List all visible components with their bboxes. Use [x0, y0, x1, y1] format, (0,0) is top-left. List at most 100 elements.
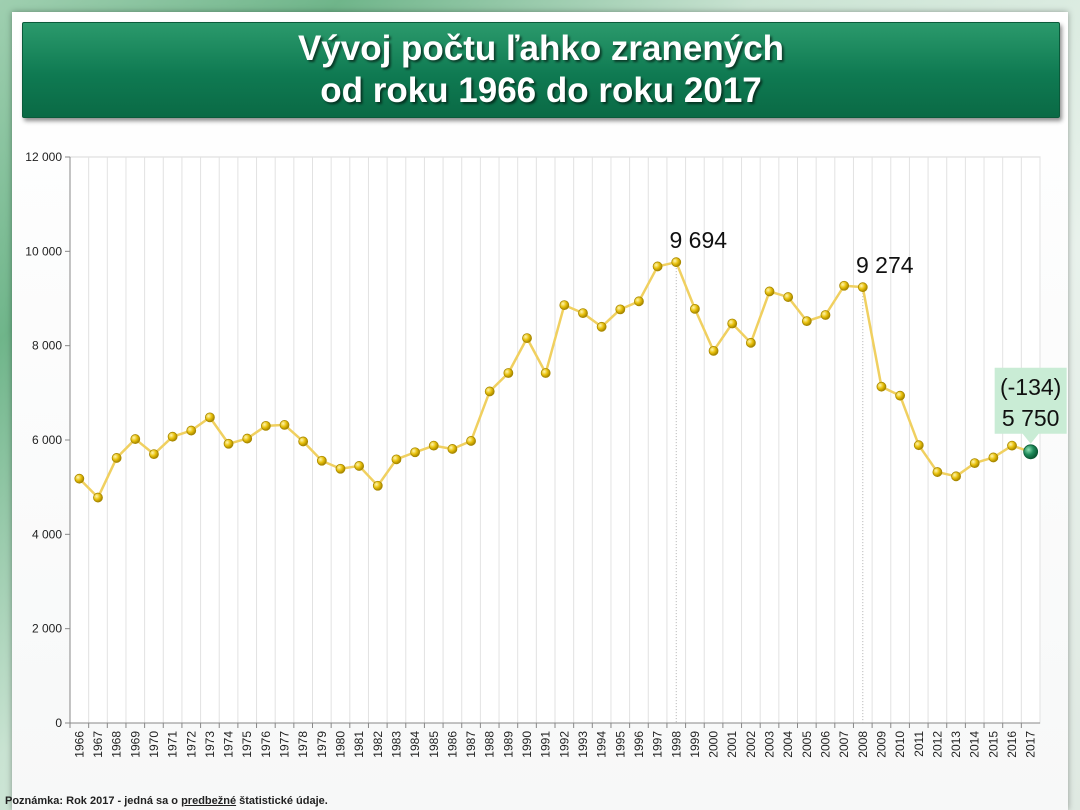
data-point — [74, 473, 85, 484]
x-tick-label: 1985 — [427, 731, 441, 758]
footnote-suffix: štatistické údaje. — [236, 795, 328, 807]
x-tick-label: 1995 — [613, 731, 627, 758]
data-point — [279, 420, 290, 430]
data-point — [913, 440, 924, 451]
x-tick-label: 1968 — [110, 731, 124, 758]
data-point — [410, 447, 420, 458]
x-tick-label: 1986 — [445, 731, 459, 758]
x-tick-label: 1971 — [166, 731, 180, 758]
x-tick-label: 2011 — [912, 731, 926, 757]
x-tick-label: 1992 — [557, 731, 571, 758]
x-tick-label: 1977 — [278, 731, 292, 758]
x-tick-label: 1983 — [389, 731, 403, 758]
data-point — [149, 449, 159, 460]
x-tick-label: 2009 — [874, 731, 888, 758]
x-tick-label: 1982 — [371, 731, 385, 758]
data-point — [690, 303, 700, 314]
x-tick-label: 1975 — [240, 731, 254, 758]
x-tick-label: 1998 — [669, 731, 683, 758]
data-point — [316, 455, 327, 466]
data-point — [652, 261, 663, 272]
data-point — [466, 436, 476, 446]
x-tick-label: 1993 — [576, 731, 590, 758]
annotation-callout-line1: (-134) — [1000, 374, 1061, 400]
y-tick-label: 2 000 — [32, 622, 62, 636]
data-point — [503, 368, 514, 378]
x-tick-label: 1976 — [259, 731, 273, 758]
data-point — [242, 433, 253, 444]
x-tick-label: 2002 — [744, 731, 758, 758]
data-point — [764, 286, 775, 297]
data-point — [839, 280, 850, 291]
x-tick-label: 1980 — [333, 731, 347, 758]
footnote-underlined: predbežné — [181, 795, 237, 807]
y-tick-label: 4 000 — [32, 527, 62, 541]
data-point — [522, 333, 532, 344]
data-point — [1007, 440, 1017, 451]
x-tick-label: 1967 — [91, 731, 105, 758]
data-point — [354, 461, 365, 471]
data-point — [223, 438, 234, 449]
x-tick-label: 1994 — [595, 731, 609, 758]
x-tick-label: 1979 — [315, 731, 329, 758]
y-tick-label: 12 000 — [25, 150, 62, 164]
annotation-callout-line2: 5 750 — [1002, 405, 1060, 431]
y-tick-label: 6 000 — [32, 433, 62, 447]
data-point — [540, 368, 551, 378]
title-line-2: od roku 1966 do roku 2017 — [320, 71, 762, 110]
data-point — [372, 480, 383, 491]
data-point — [708, 345, 719, 356]
x-tick-label: 1969 — [128, 731, 142, 758]
data-point — [895, 390, 905, 401]
data-point — [745, 337, 756, 348]
y-tick-label: 8 000 — [32, 339, 62, 353]
data-point — [932, 467, 943, 477]
x-tick-label: 2016 — [1005, 731, 1019, 758]
data-point — [130, 434, 141, 444]
x-tick-label: 1991 — [539, 731, 553, 758]
data-point — [93, 492, 103, 503]
data-point — [260, 420, 271, 431]
footnote-prefix: Poznámka: Rok 2017 - jedná sa o — [5, 795, 182, 807]
x-tick-label: 2013 — [949, 731, 963, 758]
x-tick-label: 2015 — [986, 731, 1000, 758]
x-tick-label: 2010 — [893, 731, 907, 758]
data-point — [578, 308, 588, 319]
data-point — [484, 386, 495, 397]
x-tick-label: 2004 — [781, 731, 795, 758]
data-point — [111, 453, 122, 463]
data-point — [447, 444, 458, 454]
data-point — [167, 431, 178, 442]
title-line-1: Vývoj počtu ľahko zranených — [297, 29, 785, 68]
y-tick-label: 0 — [55, 716, 62, 730]
footnote: Poznámka: Rok 2017 - jedná sa o predbežn… — [5, 795, 328, 807]
annotation-label: 9 274 — [856, 252, 914, 278]
data-point — [876, 381, 887, 392]
data-point — [634, 296, 644, 307]
x-tick-label: 1981 — [352, 731, 366, 758]
x-tick-label: 1972 — [184, 731, 198, 758]
data-point — [969, 458, 980, 469]
x-tick-label: 1978 — [296, 731, 310, 758]
x-tick-label: 2003 — [763, 731, 777, 758]
x-tick-label: 1987 — [464, 731, 478, 758]
data-point — [820, 310, 831, 320]
x-tick-label: 1973 — [203, 731, 217, 758]
x-tick-label: 2012 — [930, 731, 944, 758]
data-point — [615, 304, 626, 315]
data-point — [298, 436, 309, 447]
annotation-callout — [994, 367, 1067, 444]
data-point — [801, 316, 812, 327]
data-point — [559, 300, 570, 311]
x-tick-label: 1970 — [147, 731, 161, 758]
data-point — [857, 282, 868, 293]
annotation-label: 9 694 — [669, 227, 727, 253]
x-tick-label: 1999 — [688, 731, 702, 758]
x-tick-label: 2008 — [856, 731, 870, 758]
data-point — [205, 412, 215, 423]
series-line — [78, 260, 1032, 499]
x-tick-label: 1966 — [72, 731, 86, 758]
x-tick-label: 1990 — [520, 731, 534, 758]
x-tick-label: 2014 — [968, 731, 982, 758]
data-point — [988, 452, 999, 463]
